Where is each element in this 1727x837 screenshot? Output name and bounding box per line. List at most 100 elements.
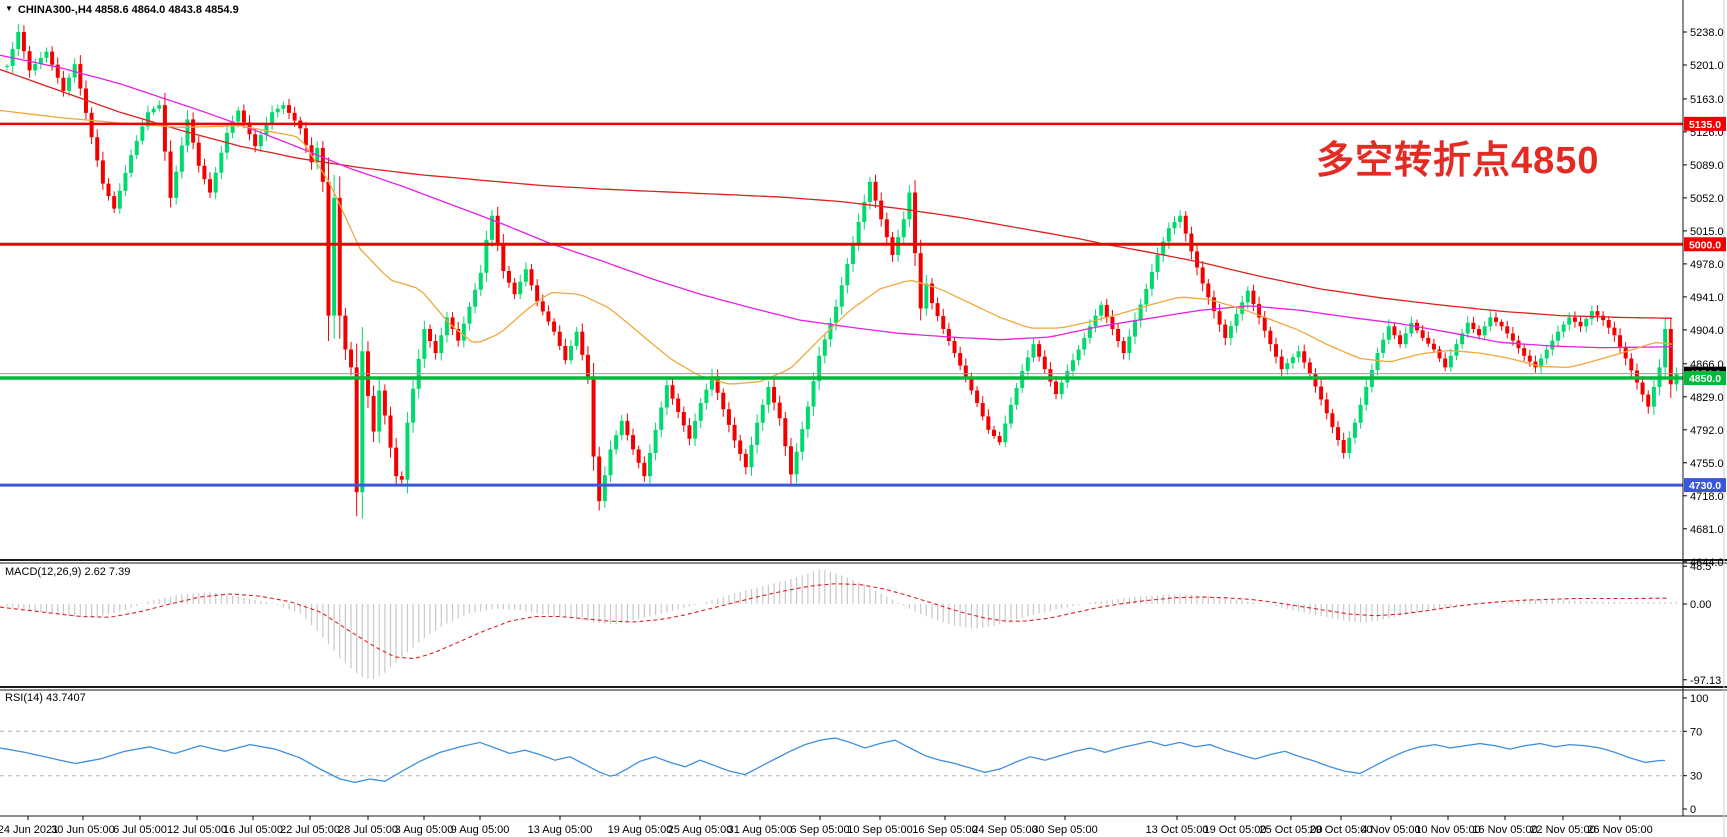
candle-body — [732, 424, 737, 441]
candle-body — [287, 105, 291, 113]
candle-body — [980, 403, 985, 417]
candle-body — [422, 329, 427, 359]
time-axis-label: 12 Jul 05:00 — [167, 824, 227, 836]
candle-body — [602, 475, 607, 502]
candle-body — [1195, 251, 1200, 268]
candle-body — [382, 390, 387, 416]
candle-body — [1550, 340, 1555, 350]
candle-body — [941, 316, 946, 329]
candle-body — [969, 378, 974, 391]
candle-body — [117, 190, 122, 209]
candle-body — [1578, 321, 1583, 327]
macd-tick-label: 0.00 — [1690, 599, 1711, 611]
candle-body — [698, 403, 703, 421]
candle-body — [585, 354, 590, 379]
candle-body — [134, 140, 139, 156]
candle-body — [1386, 326, 1391, 340]
candle-body — [258, 134, 263, 147]
candle-body — [1257, 304, 1262, 318]
candle-body — [743, 453, 748, 468]
candle-body — [1398, 335, 1403, 345]
candle-body — [1544, 349, 1549, 359]
candle-body — [1206, 283, 1211, 298]
candle-body — [202, 165, 207, 180]
candle-body — [1110, 316, 1115, 329]
candle-body — [112, 196, 117, 209]
candle-body — [1285, 363, 1290, 370]
candle-body — [1443, 358, 1448, 368]
candle-body — [851, 242, 855, 264]
candle-body — [1307, 362, 1312, 374]
candle-body — [292, 112, 297, 121]
price-tick-label: 4978.0 — [1690, 259, 1724, 271]
candle-body — [213, 172, 218, 193]
price-tick-label: 4792.0 — [1690, 425, 1724, 437]
candle-body — [760, 404, 765, 423]
candle-body — [1268, 330, 1273, 345]
symbol-ohlc-text: CHINA300-,H4 4858.6 4864.0 4843.8 4854.9 — [17, 4, 239, 16]
time-axis-label: 6 Sep 05:00 — [790, 824, 849, 836]
candle-body — [1437, 349, 1442, 359]
candle-body — [1556, 331, 1560, 341]
price-tick-label: 4941.0 — [1690, 292, 1724, 304]
candle-body — [822, 339, 827, 356]
macd-signal-line — [0, 583, 1668, 660]
candle-body — [264, 123, 269, 135]
candle-body — [1482, 326, 1487, 336]
candle-body — [478, 272, 483, 290]
candle-body — [749, 444, 754, 468]
price-tick-label: 5238.0 — [1690, 27, 1724, 39]
candle-body — [241, 110, 246, 123]
candle-body — [371, 395, 376, 432]
candle-body — [619, 420, 624, 436]
candle-body — [337, 197, 342, 316]
candle-body — [1313, 373, 1318, 387]
macd-tick-label: 48.5 — [1690, 561, 1711, 573]
candle-body — [95, 137, 100, 161]
candle-body — [738, 440, 743, 454]
candle-body — [44, 51, 49, 58]
candle-body — [38, 57, 43, 65]
candle-body — [332, 197, 337, 316]
candle-body — [642, 462, 647, 477]
candle-body — [1618, 335, 1623, 347]
candle-body — [1070, 360, 1075, 371]
candle-body — [856, 221, 861, 243]
candle-body — [879, 200, 884, 220]
symbol-dropdown-icon[interactable]: ▼ — [5, 4, 13, 13]
price-level-badge — [1684, 116, 1726, 131]
candle-body — [1516, 340, 1521, 349]
candle-body — [320, 147, 325, 182]
candle-body — [1274, 344, 1278, 357]
candle-body — [1133, 320, 1137, 337]
candle-body — [828, 323, 833, 340]
candle-body — [1364, 386, 1369, 405]
candle-body — [405, 422, 410, 480]
price-level-badge-text: 5135.0 — [1689, 119, 1721, 131]
candle-body — [1149, 271, 1154, 289]
candle-body — [1178, 215, 1183, 222]
candle-body — [1465, 322, 1470, 334]
time-axis-label: 30 Jun 05:00 — [51, 824, 115, 836]
candle-body — [495, 215, 500, 244]
candle-body — [1189, 233, 1194, 252]
candle-body — [805, 406, 810, 430]
price-level-badge — [1684, 371, 1726, 386]
candle-body — [1217, 311, 1222, 325]
rsi-tick-label: 30 — [1690, 771, 1702, 783]
time-axis-label: 9 Aug 05:00 — [451, 824, 510, 836]
candle-body — [1510, 333, 1515, 341]
rsi-tick-label: 100 — [1690, 693, 1708, 705]
candle-body — [1087, 326, 1092, 338]
candle-body — [1629, 358, 1634, 371]
time-axis-label: 4 Nov 05:00 — [1361, 824, 1420, 836]
candle-body — [1116, 329, 1121, 342]
price-tick-label: 4829.0 — [1690, 392, 1724, 404]
candle-body — [78, 64, 83, 89]
candle-body — [1584, 318, 1589, 327]
time-axis-label: 13 Aug 05:00 — [528, 824, 593, 836]
candle-body — [1623, 346, 1628, 359]
candle-body — [484, 239, 489, 273]
